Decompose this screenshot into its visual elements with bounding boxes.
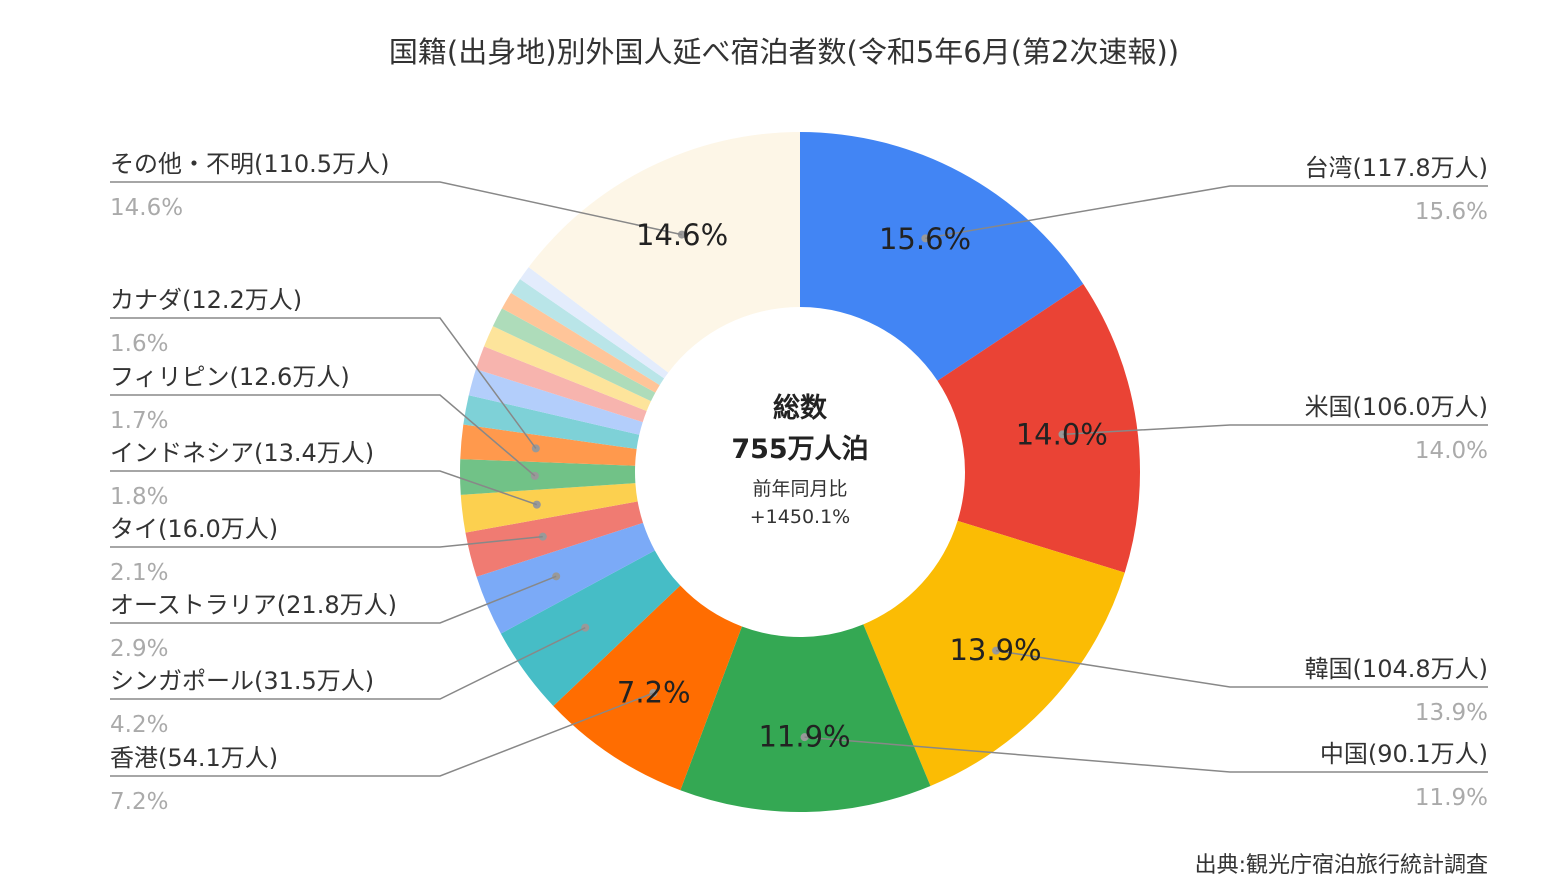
series-percent: 14.0%	[1415, 438, 1488, 464]
series-percent: 11.9%	[1415, 785, 1488, 811]
slice-minor-12	[468, 369, 643, 435]
leader-line	[110, 317, 537, 449]
series-label: インドネシア(13.4万人)	[110, 439, 374, 467]
leader-line	[1062, 424, 1488, 436]
chart-title: 国籍(出身地)別外国人延べ宿泊者数(令和5年6月(第2次速報))	[389, 35, 1179, 69]
series-label: 米国(106.0万人)	[1305, 393, 1488, 421]
series-percent: 14.6%	[110, 195, 183, 221]
slice-台湾	[800, 132, 1084, 381]
series-percent: 15.6%	[1415, 199, 1488, 225]
slice-percent-label: 11.9%	[758, 719, 850, 753]
slice-percent-label: 7.2%	[617, 675, 691, 709]
slice-minor-16	[501, 292, 660, 393]
series-label: カナダ(12.2万人)	[110, 286, 302, 314]
leader-line	[110, 470, 538, 506]
slice-中国	[680, 624, 931, 812]
series-label: オーストラリア(21.8万人)	[110, 591, 397, 619]
leader-line	[110, 626, 586, 700]
slice-米国	[937, 284, 1140, 573]
leader-line	[110, 692, 654, 777]
series-percent: 1.8%	[110, 484, 168, 510]
leader-line	[995, 649, 1488, 688]
series-percent: 13.9%	[1415, 700, 1488, 726]
series-label: 台湾(117.8万人)	[1305, 154, 1488, 182]
slice-minor-13	[475, 346, 647, 423]
leader-line	[804, 736, 1488, 773]
slice-オーストラリア	[476, 522, 655, 634]
slice-インドネシア	[460, 483, 638, 533]
series-percent: 7.2%	[110, 789, 168, 815]
labels-group: 15.6% 台湾(117.8万人) 15.6% 14.0% 米国(106.0万人) 14.…	[110, 150, 1488, 815]
series-percent: 2.9%	[110, 636, 168, 662]
leader-line	[110, 181, 682, 236]
slices-group	[460, 132, 1140, 812]
leader-lines-group	[110, 181, 1488, 777]
series-label: シンガポール(31.5万人)	[110, 667, 374, 695]
slice-minor-15	[492, 308, 656, 402]
slice-香港	[553, 585, 742, 791]
series-percent: 1.7%	[110, 408, 168, 434]
leader-line	[110, 575, 557, 624]
series-label: 韓国(104.8万人)	[1305, 655, 1488, 683]
slice-minor-14	[484, 326, 651, 412]
series-label: その他・不明(110.5万人)	[110, 150, 389, 178]
slice-カナダ	[460, 424, 637, 466]
series-percent: 1.6%	[110, 331, 168, 357]
slice-percent-label: 14.0%	[1016, 417, 1108, 451]
slice-minor-17	[511, 279, 665, 386]
slice-percent-label: 15.6%	[879, 222, 971, 256]
leader-line	[925, 185, 1488, 240]
slice-その他・不明	[528, 132, 800, 373]
series-percent: 2.1%	[110, 560, 168, 586]
series-label: フィリピン(12.6万人)	[110, 363, 350, 391]
slice-minor-18	[520, 267, 669, 379]
slice-シンガポール	[500, 550, 681, 706]
slice-percent-label: 14.6%	[636, 218, 728, 252]
series-label: 香港(54.1万人)	[110, 744, 278, 772]
series-label: タイ(16.0万人)	[110, 515, 278, 543]
center-title: 総数	[773, 392, 828, 424]
donut-hole	[636, 308, 964, 636]
slice-percent-label: 13.9%	[949, 633, 1041, 667]
series-percent: 4.2%	[110, 712, 168, 738]
slice-タイ	[465, 501, 644, 577]
slice-フィリピン	[460, 459, 636, 495]
center-sub-label: 前年同月比	[752, 478, 847, 500]
center-sub-value: +1450.1%	[750, 506, 850, 528]
leader-line	[110, 535, 543, 548]
center-total: 755万人泊	[731, 434, 868, 465]
series-label: 中国(90.1万人)	[1320, 740, 1488, 768]
source-note: 出典:観光庁宿泊旅行統計調査	[1195, 853, 1488, 878]
leader-line	[110, 394, 536, 477]
